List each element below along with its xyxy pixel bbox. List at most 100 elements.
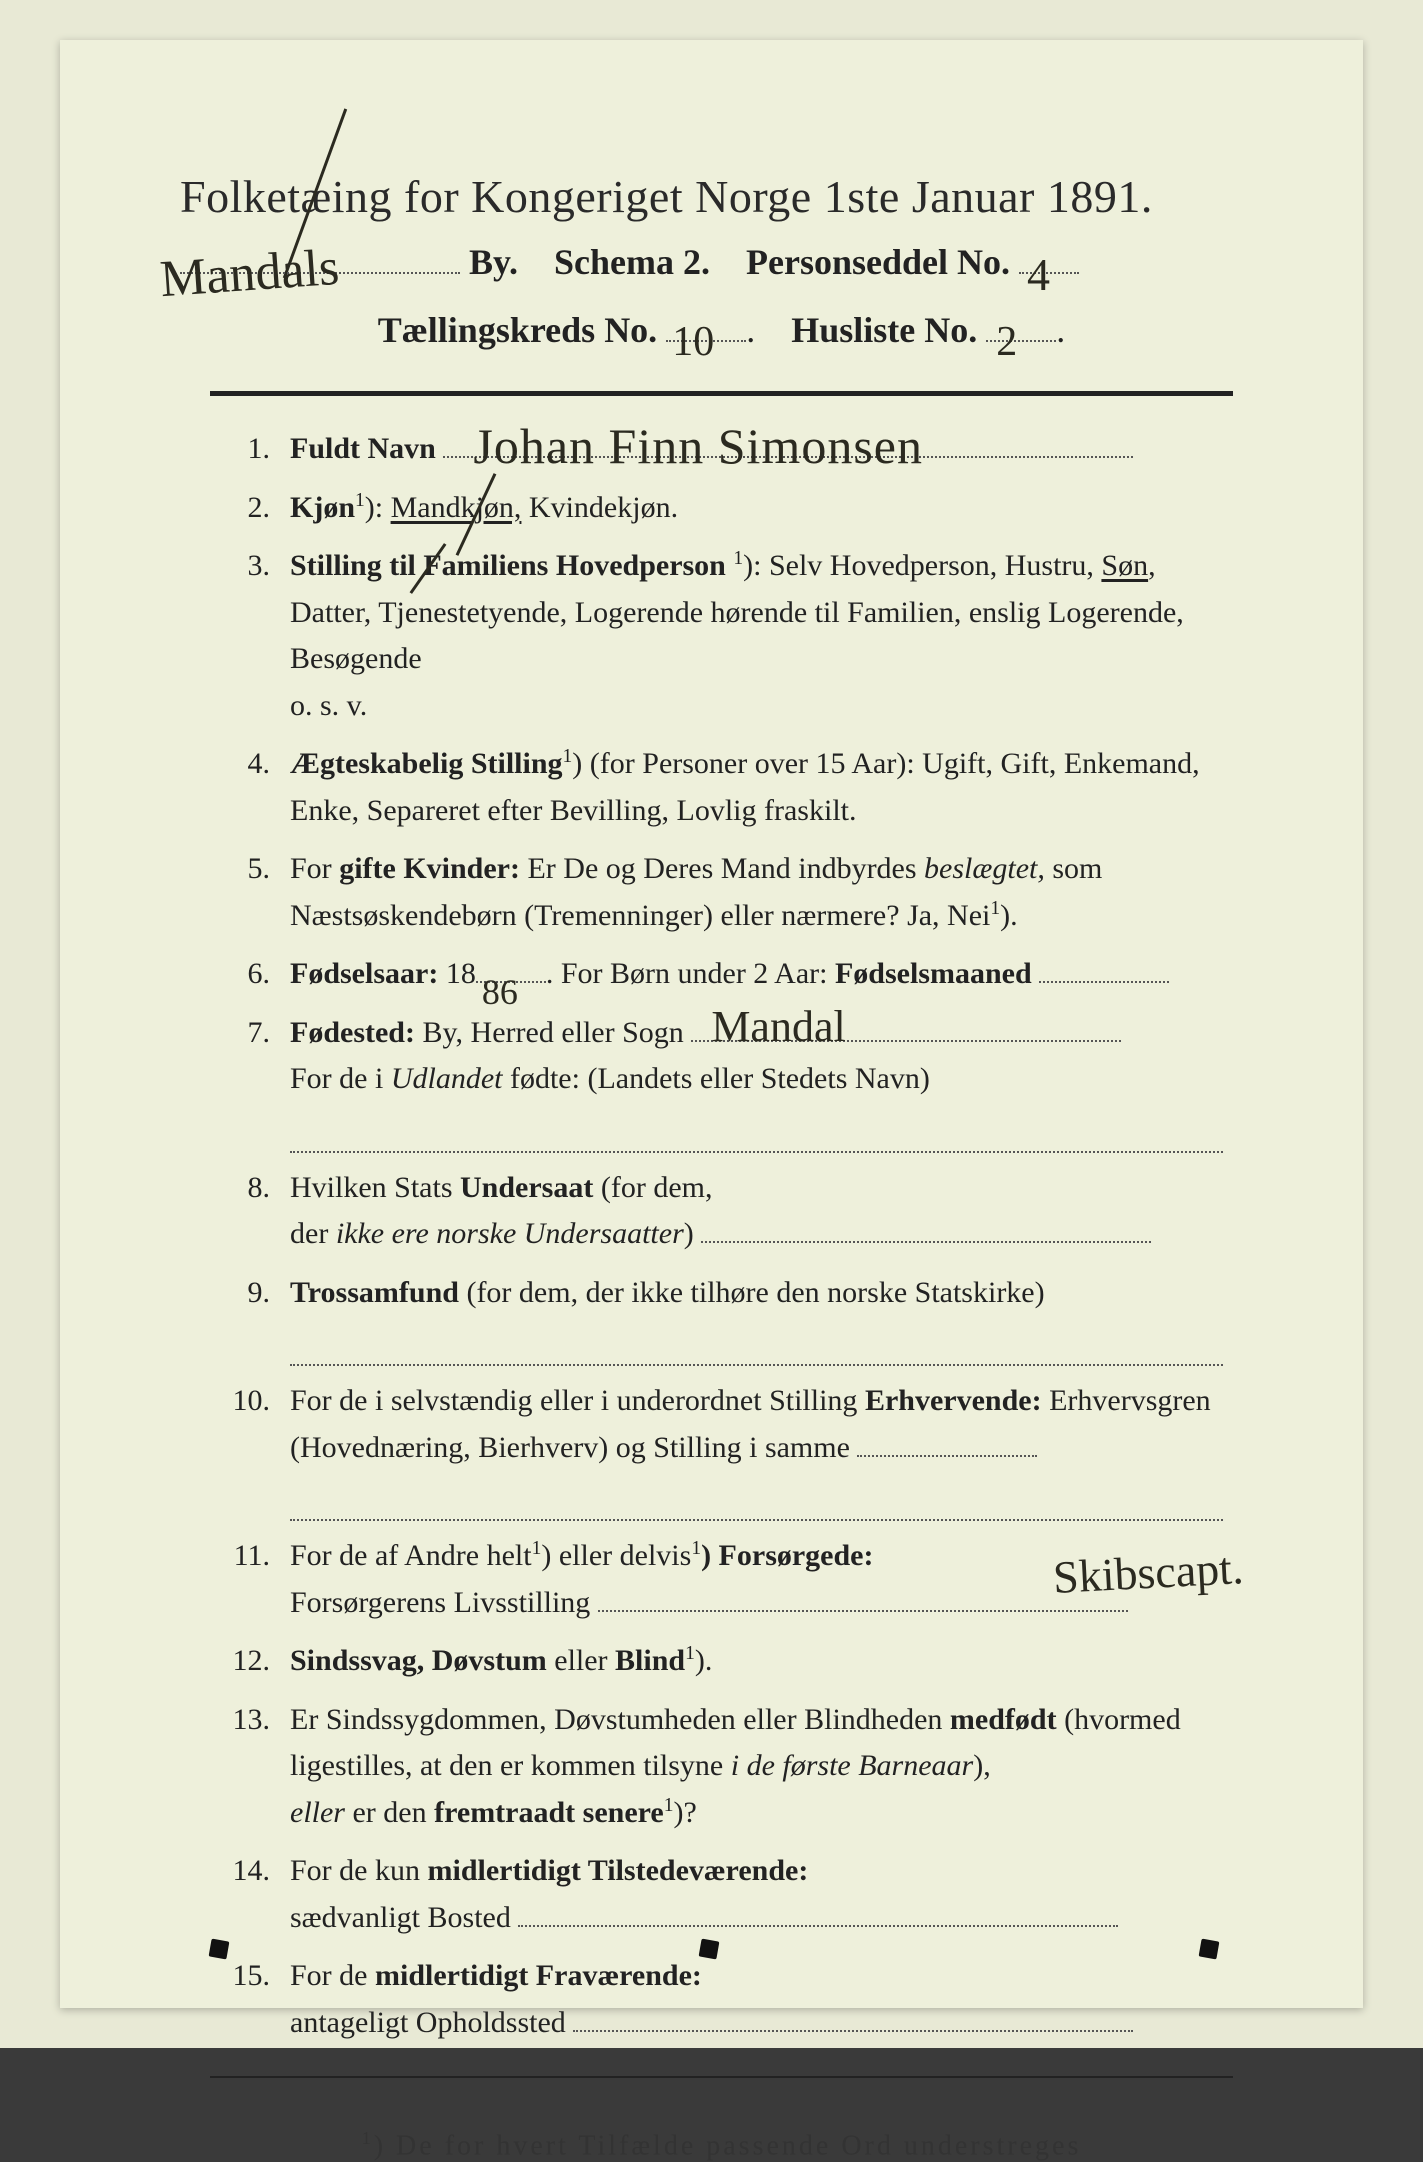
husliste-label: Husliste No. xyxy=(791,310,977,350)
item-7-blank-line xyxy=(290,1109,1223,1153)
item-15-bold: midlertidigt Fraværende: xyxy=(375,1959,702,1992)
item-7-cont-rest: fødte: (Landets eller Stedets Navn) xyxy=(502,1062,929,1095)
husliste-no-field: 2 xyxy=(986,340,1056,342)
item-5-num: 5. xyxy=(220,846,270,893)
personseddel-no-field: 4 xyxy=(1019,272,1079,274)
item-15-field xyxy=(573,2007,1133,2032)
item-5-rest: Er De og Deres Mand indbyrdes xyxy=(520,852,924,885)
punch-hole-center xyxy=(699,1939,720,1960)
item-8-bold: Undersaat xyxy=(460,1171,593,1204)
item-11-line2-label: Forsørgerens Livsstilling xyxy=(290,1586,598,1619)
item-3-son: Søn xyxy=(1101,549,1148,582)
top-rule xyxy=(210,391,1233,396)
item-3-rest: ): Selv Hovedperson, Hustru, xyxy=(743,549,1101,582)
item-12-num: 12. xyxy=(220,1638,270,1685)
item-2-num: 2. xyxy=(220,485,270,532)
schema-label: Schema 2. xyxy=(554,242,710,282)
item-7-rest: By, Herred eller Sogn xyxy=(415,1016,691,1049)
item-14: 14. For de kun midlertidigt Tilstedevære… xyxy=(220,1848,1223,1941)
form-content: Folketæing for Kongeriget Norge 1ste Jan… xyxy=(180,170,1263,2162)
item-3: 3. Stilling til Familiens Hovedperson 1)… xyxy=(220,543,1223,729)
item-1-field: Johan Finn Simonsen xyxy=(443,434,1133,459)
item-11-sup2: 1 xyxy=(691,1538,701,1559)
item-2-sup: 1 xyxy=(355,490,365,511)
personseddel-label: Personseddel No. xyxy=(746,242,1010,282)
bottom-rule xyxy=(210,2076,1233,2078)
item-13-rest-b: ), xyxy=(973,1749,991,1782)
item-7-cont: For de i Udlandet fødte: (Landets eller … xyxy=(290,1056,1223,1103)
item-13-num: 13. xyxy=(220,1697,270,1744)
item-11-value: Skibscapt. xyxy=(1051,1532,1245,1613)
item-14-a: For de kun xyxy=(290,1854,428,1887)
item-13-line2: eller er den fremtraadt senere1)? xyxy=(290,1790,1223,1837)
item-12-label: Sindssvag, Døvstum xyxy=(290,1644,547,1677)
item-9-rest: (for dem, der ikke tilhøre den norske St… xyxy=(459,1276,1045,1309)
item-6-label2: Fødselsmaaned xyxy=(835,957,1032,990)
item-5-sup: 1 xyxy=(990,898,1000,919)
item-7-value: Mandal xyxy=(711,993,845,1061)
item-13-ital: i de første Barneaar xyxy=(731,1749,973,1782)
item-15-a: For de xyxy=(290,1959,375,1992)
item-11: 11. For de af Andre helt1) eller delvis1… xyxy=(220,1533,1223,1626)
item-15-num: 15. xyxy=(220,1953,270,2000)
item-2: 2. Kjøn1): Mandkjøn, Kvindekjøn. xyxy=(220,485,1223,532)
city-handwritten: Mandals xyxy=(158,238,341,309)
item-6-label: Fødselsaar: xyxy=(290,957,438,990)
item-3-label: Stilling til Familiens Hovedperson xyxy=(290,549,726,582)
by-label: By. xyxy=(469,242,518,282)
item-10-field-a xyxy=(857,1432,1037,1457)
item-15-line2-label: antageligt Opholdssted xyxy=(290,2006,566,2039)
header-line-2: Mandals By. Schema 2. Personseddel No. 4 xyxy=(180,241,1263,283)
item-7-num: 7. xyxy=(220,1010,270,1057)
item-10-blank-line xyxy=(290,1477,1223,1521)
item-12-rest: eller xyxy=(547,1644,615,1677)
item-13-line2-rest: er den xyxy=(345,1796,434,1829)
item-2-rest: ): xyxy=(365,491,391,524)
item-10: 10. For de i selvstændig eller i underor… xyxy=(220,1378,1223,1521)
item-1-value: Johan Finn Simonsen xyxy=(473,408,923,486)
item-11-mid: ) eller delvis xyxy=(541,1539,691,1572)
item-4: 4. Ægteskabelig Stilling1) (for Personer… xyxy=(220,741,1223,834)
item-7-label: Fødested: xyxy=(290,1016,415,1049)
item-10-a: For de i selvstændig eller i underordnet… xyxy=(290,1384,865,1417)
item-6: 6. Fødselsaar: 1886. For Børn under 2 Aa… xyxy=(220,951,1223,998)
item-14-line2-label: sædvanligt Bosted xyxy=(290,1901,511,1934)
item-13-a: Er Sindssygdommen, Døvstumheden eller Bl… xyxy=(290,1703,950,1736)
item-12: 12. Sindssvag, Døvstum eller Blind1). xyxy=(220,1638,1223,1685)
item-6-rest: . For Børn under 2 Aar: xyxy=(546,957,835,990)
item-6-num: 6. xyxy=(220,951,270,998)
taellingskreds-label: Tællingskreds No. xyxy=(378,310,657,350)
item-11-num: 11. xyxy=(220,1533,270,1580)
item-8: 8. Hvilken Stats Undersaat (for dem, der… xyxy=(220,1165,1223,1258)
item-5-end: ). xyxy=(1000,899,1018,932)
husliste-no: 2 xyxy=(996,318,1017,366)
item-2-opt2: Kvindekjøn. xyxy=(521,491,678,524)
item-7-cont-prefix: For de i xyxy=(290,1062,391,1095)
item-5-bold: gifte Kvinder: xyxy=(339,852,520,885)
item-7-cont-ital: Udlandet xyxy=(391,1062,503,1095)
taellingskreds-no: 10 xyxy=(672,318,714,366)
item-12-bold2: Blind xyxy=(615,1644,685,1677)
city-field: Mandals xyxy=(180,272,460,274)
item-8-cont: der ikke ere norske Undersaatter) xyxy=(290,1211,1223,1258)
item-12-sup: 1 xyxy=(685,1643,695,1664)
item-14-num: 14. xyxy=(220,1848,270,1895)
punch-hole-right xyxy=(1199,1939,1220,1960)
item-7: 7. Fødested: By, Herred eller Sogn Manda… xyxy=(220,1010,1223,1153)
item-13: 13. Er Sindssygdommen, Døvstumheden elle… xyxy=(220,1697,1223,1837)
item-10-num: 10. xyxy=(220,1378,270,1425)
item-8-b: (for dem, xyxy=(593,1171,712,1204)
item-9-label: Trossamfund xyxy=(290,1276,459,1309)
item-15: 15. For de midlertidigt Fraværende: anta… xyxy=(220,1953,1223,2046)
item-2-label: Kjøn xyxy=(290,491,355,524)
item-8-field xyxy=(701,1219,1151,1244)
item-6-prefix18: 18 xyxy=(438,957,476,990)
item-3-label-wrap: Stilling til Familiens Hovedperson xyxy=(290,549,733,582)
item-10-bold: Erhvervende: xyxy=(865,1384,1042,1417)
item-3-sup: 1 xyxy=(733,548,743,569)
item-7-field: Mandal xyxy=(691,1017,1121,1042)
item-6-year-field: 86 xyxy=(476,981,546,983)
item-14-bold: midlertidigt Tilstedeværende: xyxy=(428,1854,809,1887)
item-1: 1. Fuldt Navn Johan Finn Simonsen xyxy=(220,426,1223,473)
item-8-cont-prefix: der xyxy=(290,1217,336,1250)
